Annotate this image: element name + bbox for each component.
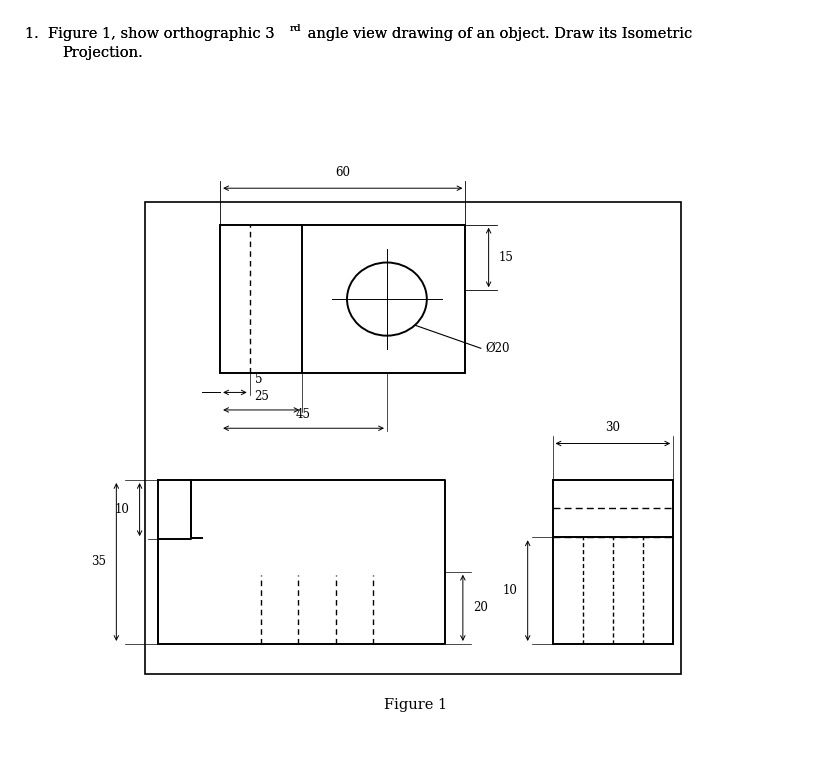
Bar [145, 202, 681, 674]
Text: 10: 10 [503, 584, 518, 597]
Text: 20: 20 [473, 601, 488, 614]
Text: 60: 60 [335, 166, 351, 179]
Text: angle view drawing of an object. Draw its Isometric: angle view drawing of an object. Draw it… [303, 27, 692, 40]
Text: 10: 10 [115, 503, 130, 516]
Text: 5: 5 [255, 373, 263, 386]
Text: Figure 1: Figure 1 [384, 698, 447, 712]
Text: Ø20: Ø20 [485, 342, 509, 355]
Text: 25: 25 [253, 390, 268, 403]
Text: angle view drawing of an object. Draw its Isometric: angle view drawing of an object. Draw it… [303, 27, 692, 40]
Bar [553, 480, 673, 644]
Text: 1.  Figure 1, show orthographic 3: 1. Figure 1, show orthographic 3 [25, 27, 274, 40]
Text: 30: 30 [605, 421, 621, 434]
Text: 45: 45 [296, 408, 311, 421]
Text: rd: rd [289, 24, 301, 33]
Text: Projection.: Projection. [62, 46, 143, 59]
Text: Projection.: Projection. [62, 46, 143, 59]
Text: 35: 35 [91, 555, 106, 568]
Bar [220, 225, 465, 373]
Text: 1.  Figure 1, show orthographic 3: 1. Figure 1, show orthographic 3 [25, 27, 274, 40]
Text: rd: rd [289, 24, 301, 33]
Text: 15: 15 [499, 251, 514, 264]
